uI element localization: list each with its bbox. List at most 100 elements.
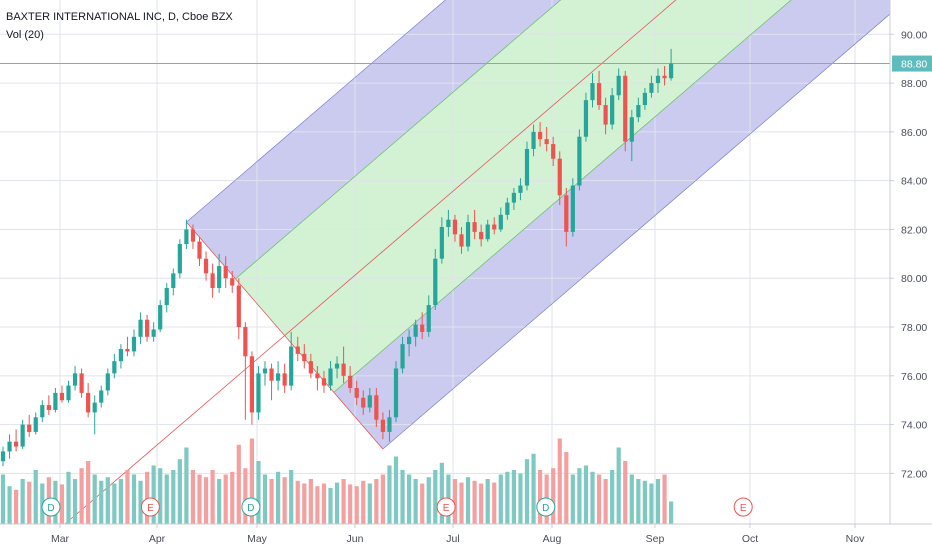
symbol-title: BAXTER INTERNATIONAL INC, D, Cboe BZX (6, 11, 233, 23)
volume-bar (145, 471, 150, 524)
time-axis[interactable]: Mar Apr May Jun Jul Aug Sep Oct Nov (0, 523, 932, 550)
pitchfork-lines (0, 0, 907, 525)
volume-bar (374, 479, 379, 524)
candle-body (145, 319, 150, 337)
volume-bar (367, 483, 372, 524)
candle-body (7, 441, 12, 452)
volume-bar (7, 486, 12, 524)
candle-body (125, 348, 130, 352)
volume-bar (118, 479, 123, 524)
volume-bar (583, 465, 589, 524)
candle-body (374, 395, 379, 420)
volume-bar (20, 479, 25, 524)
volume-bar (413, 479, 418, 524)
dividend-marker: D (41, 497, 61, 517)
volume-bar (492, 482, 497, 524)
volume-bar (348, 484, 353, 524)
candle-body (203, 258, 209, 274)
candle-body (46, 405, 51, 410)
volume-bar (511, 470, 516, 524)
pitchfork-upper-outer-band (186, 0, 561, 279)
volume-bar (138, 480, 143, 524)
volume-bar (433, 470, 438, 524)
candle-body (544, 139, 549, 145)
candle-body (387, 417, 392, 432)
price-axis-bg (890, 0, 932, 524)
volume-bar (249, 438, 254, 524)
event-label: E (740, 503, 747, 514)
candle-body (420, 324, 425, 332)
candle-body (583, 100, 589, 137)
candle-body (14, 441, 19, 447)
volume-bar (387, 465, 392, 524)
candle-body (655, 75, 661, 84)
y-tick-label: 74.00 (901, 420, 927, 432)
volume-bar (289, 470, 294, 524)
candle-body (138, 319, 143, 337)
volume-bar (393, 456, 399, 524)
chart-legend: BAXTER INTERNATIONAL INC, D, Cboe BZX Vo… (6, 8, 233, 44)
volume-bar (92, 474, 97, 524)
candle-body (230, 278, 235, 286)
volume-bar (426, 477, 431, 524)
volume-bar (452, 479, 458, 524)
event-label: E (147, 503, 154, 514)
event-circle (733, 497, 753, 517)
event-label: D (47, 503, 54, 514)
volume-bar (538, 470, 543, 524)
volume-bar (190, 470, 196, 524)
pitchfork-lower-outer-band (333, 0, 907, 450)
candle-body (564, 195, 569, 232)
candle-body (151, 329, 156, 337)
volume-bar (27, 481, 32, 524)
volume-bar (603, 479, 608, 524)
candle-body (315, 373, 320, 379)
volume-bars (0, 438, 674, 524)
price-axis[interactable]: 72.00 74.00 76.00 78.00 80.00 82.00 84.00 86.00… (889, 0, 932, 524)
volume-bar (407, 474, 412, 524)
volume-bar (33, 470, 38, 524)
candle-body (269, 368, 274, 381)
candle-body (636, 105, 641, 118)
volume-bar (282, 477, 287, 524)
candles (0, 48, 674, 467)
y-tick-label: 82.00 (901, 224, 927, 236)
volume-bar (642, 480, 647, 524)
candle-body (485, 224, 490, 240)
grid-lines (0, 0, 890, 524)
candle-body (164, 287, 169, 306)
y-tick-label: 72.00 (901, 468, 927, 480)
volume-bar (210, 470, 215, 524)
volume-bar (276, 471, 281, 524)
candle-body (479, 231, 484, 240)
volume-bar (570, 474, 575, 524)
candle-body (400, 344, 405, 369)
candle-body (308, 361, 313, 374)
candle-body (341, 363, 346, 376)
candle-body (348, 375, 353, 389)
volume-bar (518, 473, 523, 524)
pitchfork-upper-inner-band (235, 0, 676, 336)
volume-bar (269, 479, 274, 524)
volume-bar (610, 470, 615, 524)
event-label: E (443, 503, 450, 514)
x-tick-label: Jul (446, 533, 459, 545)
volume-bar (99, 480, 104, 524)
candle-body (557, 158, 562, 196)
candle-body (538, 131, 543, 140)
volume-bar (655, 479, 661, 524)
volume-bar (230, 471, 235, 524)
volume-bar (125, 470, 130, 524)
event-circle (140, 497, 160, 517)
event-label: D (542, 503, 549, 514)
volume-bar (328, 488, 333, 524)
candle-body (131, 336, 137, 352)
volume-bar (623, 461, 628, 524)
candle-body (295, 346, 300, 354)
volume-bar (524, 459, 530, 524)
volume-bar (217, 479, 222, 524)
candle-body (282, 373, 287, 386)
volume-bar (197, 474, 202, 524)
candle-body (413, 324, 418, 337)
